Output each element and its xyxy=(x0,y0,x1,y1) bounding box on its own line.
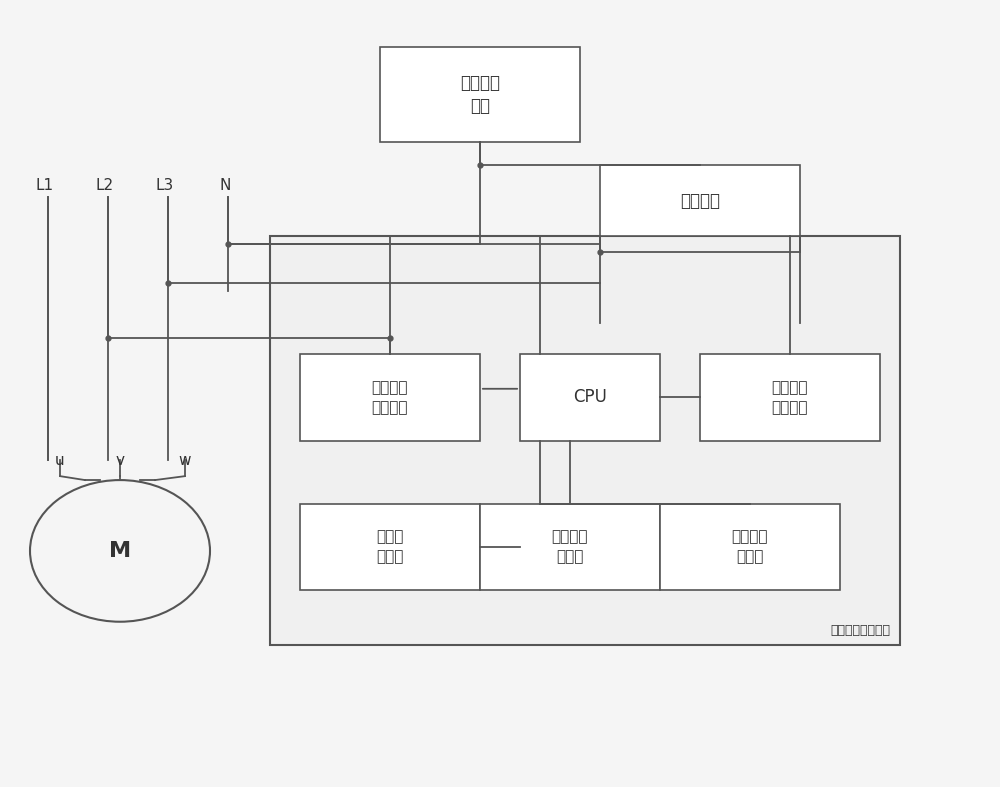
FancyBboxPatch shape xyxy=(300,504,480,590)
FancyBboxPatch shape xyxy=(480,504,660,590)
FancyBboxPatch shape xyxy=(270,236,900,645)
Text: N: N xyxy=(219,178,231,193)
FancyBboxPatch shape xyxy=(300,354,480,441)
FancyBboxPatch shape xyxy=(380,47,580,142)
Text: L3: L3 xyxy=(156,178,174,193)
Text: M: M xyxy=(109,541,131,561)
Text: 实时时
钟模块: 实时时 钟模块 xyxy=(376,530,404,564)
Text: 继电器控
制电路: 继电器控 制电路 xyxy=(732,530,768,564)
Text: v: v xyxy=(116,453,124,467)
Text: CPU: CPU xyxy=(573,389,607,406)
Text: L1: L1 xyxy=(36,178,54,193)
Text: 电机电源
检测电路: 电机电源 检测电路 xyxy=(372,380,408,415)
Text: u: u xyxy=(55,453,65,467)
FancyBboxPatch shape xyxy=(520,354,660,441)
FancyBboxPatch shape xyxy=(600,165,800,236)
Text: L2: L2 xyxy=(96,178,114,193)
FancyBboxPatch shape xyxy=(660,504,840,590)
Text: 开关电源: 开关电源 xyxy=(680,192,720,209)
Text: 电动机微机保护器: 电动机微机保护器 xyxy=(830,624,890,637)
Text: 二次控制
回路: 二次控制 回路 xyxy=(460,74,500,115)
FancyBboxPatch shape xyxy=(700,354,880,441)
Text: w: w xyxy=(179,453,191,467)
Text: 掉电保持
存储器: 掉电保持 存储器 xyxy=(552,530,588,564)
Text: 装置电源
检测电路: 装置电源 检测电路 xyxy=(772,380,808,415)
